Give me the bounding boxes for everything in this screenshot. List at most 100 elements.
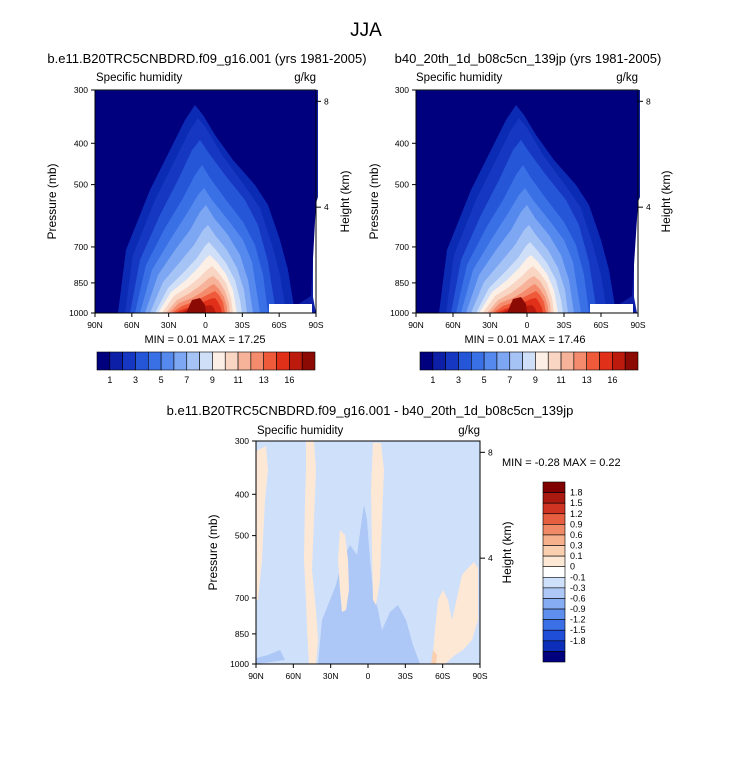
y-tick-label: 400 (74, 138, 88, 148)
colorbar-swatch (483, 351, 498, 371)
panel-1-title: b.e11.B20TRC5CNBDRD.f09_g16.001 (yrs 198… (47, 51, 366, 66)
colorbar-label: 16 (284, 375, 294, 385)
x-tick-label: 30N (323, 671, 339, 681)
colorbar-label: 0 (570, 562, 575, 572)
figure-title: JJA (350, 20, 382, 41)
colorbar-swatch (542, 524, 566, 536)
colorbar-swatch (96, 351, 111, 371)
panel-1-axes: 300 400 500 700 850 1000 90N 60N 30N 0 30S 60S 90S 8 4… (45, 85, 352, 330)
colorbar-swatch (496, 351, 511, 371)
colorbar-swatch (122, 351, 136, 371)
colorbar-swatch (542, 534, 566, 546)
colorbar-label: 9 (533, 375, 538, 385)
colorbar-swatch (547, 351, 562, 371)
height-axis-label: Height (km) (338, 170, 352, 232)
x-tick-label: 90S (472, 671, 487, 681)
height-tick-label: 8 (488, 447, 493, 457)
y-tick-label: 1000 (69, 308, 88, 318)
colorbar-label: 7 (184, 375, 189, 385)
panel-3-title: b.e11.B20TRC5CNBDRD.f09_g16.001 - b40_20… (167, 403, 574, 418)
colorbar-label: 1 (430, 375, 435, 385)
colorbar-swatch (509, 351, 523, 371)
colorbar-label: 11 (233, 375, 242, 385)
colorbar-swatch (109, 351, 123, 371)
colorbar-swatch (186, 351, 200, 371)
colorbar-label: 0.3 (570, 541, 583, 551)
panel-3-axes: 300 400 500 700 850 1000 90N 60N 30N 0 30S 60S 90S 8 4… (206, 436, 514, 681)
colorbar-swatch (542, 608, 566, 620)
colorbar-label: 0.6 (570, 530, 583, 540)
panel-2-title: b40_20th_1d_b08c5cn_139jp (yrs 1981-2005… (395, 51, 662, 66)
y-tick-label: 400 (235, 489, 249, 499)
panel-2-axes: 300 400 500 700 850 1000 90N 60N 30N 0 30S 60S 90S 8 4… (367, 85, 673, 330)
colorbar-label: -1.5 (570, 625, 586, 635)
colorbar-swatch (542, 651, 566, 663)
colorbar-swatch (212, 351, 226, 371)
colorbar-swatch (542, 555, 566, 568)
height-tick-label: 4 (646, 202, 651, 212)
colorbar-label: 0.9 (570, 519, 583, 529)
colorbar-label: 5 (482, 375, 487, 385)
height-tick-label: 8 (324, 96, 329, 106)
y-tick-label: 850 (395, 278, 409, 288)
colorbar-swatch (542, 629, 566, 642)
colorbar-swatch (624, 351, 639, 371)
panel-1-subtitle-right: g/kg (294, 72, 316, 84)
x-tick-label: 60N (286, 671, 302, 681)
colorbar-swatch (542, 576, 566, 589)
colorbar-swatch (276, 351, 290, 371)
x-tick-label: 90N (248, 671, 264, 681)
colorbar-swatch (542, 502, 566, 515)
colorbar-label: 3 (456, 375, 461, 385)
y-tick-label: 300 (235, 436, 249, 446)
x-tick-label: 30S (556, 320, 571, 330)
colorbar-label: 5 (159, 375, 164, 385)
colorbar-swatch (599, 351, 613, 371)
panel-2-stats: MIN = 0.01 MAX = 17.46 (464, 334, 585, 346)
colorbar-label: 1.8 (570, 488, 583, 498)
colorbar-swatch (224, 351, 239, 371)
x-tick-label: 0 (525, 320, 530, 330)
height-tick-label: 8 (646, 96, 651, 106)
x-tick-label: 60N (445, 320, 461, 330)
height-axis-label: Height (km) (500, 521, 514, 583)
panel-1-subtitle-left: Specific humidity (96, 72, 183, 84)
y-tick-label: 850 (74, 278, 88, 288)
colorbar-label: -0.1 (570, 572, 586, 582)
colorbar-swatch (263, 351, 277, 371)
y-tick-label: 1000 (390, 308, 409, 318)
colorbar-swatch (542, 619, 566, 631)
colorbar-label: -0.6 (570, 593, 586, 603)
colorbar-swatch (586, 351, 600, 371)
colorbar-swatch (542, 492, 566, 504)
y-tick-label: 700 (235, 593, 249, 603)
y-axis-label: Pressure (mb) (206, 514, 220, 590)
y-tick-label: 700 (74, 242, 88, 252)
x-tick-label: 60S (593, 320, 608, 330)
y-tick-label: 300 (395, 85, 409, 95)
x-tick-label: 0 (366, 671, 371, 681)
colorbar-swatch (522, 351, 536, 371)
colorbar-swatch (560, 351, 575, 371)
colorbar-swatch (542, 598, 566, 610)
colorbar-swatch (542, 566, 566, 578)
colorbar-swatch (470, 351, 485, 371)
colorbar-swatch (301, 351, 316, 371)
colorbar-label: -0.9 (570, 604, 586, 614)
colorbar-swatch (147, 351, 162, 371)
panel-3-colorbar: 1.81.51.20.90.60.30.10-0.1-0.3-0.6-0.9-1… (542, 481, 586, 663)
colorbar-label: 13 (259, 375, 269, 385)
y-tick-label: 700 (395, 242, 409, 252)
colorbar-swatch (542, 545, 566, 557)
colorbar-label: 9 (210, 375, 215, 385)
x-tick-label: 30S (398, 671, 413, 681)
panel-1-stats: MIN = 0.01 MAX = 17.25 (144, 334, 265, 346)
colorbar-label: 1 (107, 375, 112, 385)
panel-3: b.e11.B20TRC5CNBDRD.f09_g16.001 - b40_20… (167, 403, 621, 681)
panel-2-subtitle-left: Specific humidity (416, 72, 503, 84)
colorbar-swatch (199, 351, 213, 371)
x-tick-label: 90S (308, 320, 323, 330)
colorbar-swatch (458, 351, 472, 371)
x-tick-label: 90S (630, 320, 645, 330)
